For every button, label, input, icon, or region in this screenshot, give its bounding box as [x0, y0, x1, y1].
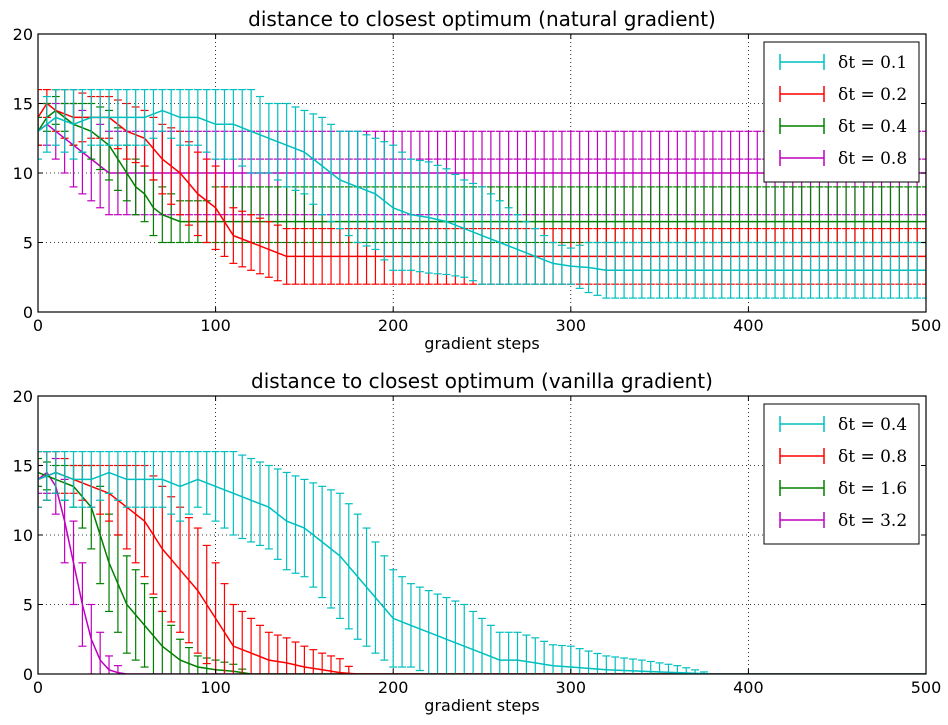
x-tick-label: 300 [556, 678, 587, 697]
y-tick-label: 20 [13, 25, 33, 44]
legend-label: δt = 0.8 [838, 149, 907, 169]
chart-title: distance to closest optimum (vanilla gra… [251, 369, 713, 393]
x-tick-label: 500 [911, 678, 942, 697]
y-tick-label: 15 [13, 457, 33, 476]
legend-label: δt = 0.2 [838, 85, 907, 105]
x-tick-label: 0 [33, 678, 43, 697]
series-group [38, 88, 926, 299]
series-line-red [38, 471, 926, 674]
series-line-green [38, 471, 926, 674]
y-tick-label: 10 [13, 164, 33, 183]
x-tick-label: 100 [200, 678, 231, 697]
y-tick-label: 15 [13, 95, 33, 114]
y-tick-label: 5 [23, 234, 33, 253]
series-line-cyan [38, 109, 926, 272]
series-line-red [38, 102, 926, 258]
legend-label: δt = 0.8 [838, 447, 907, 467]
vanilla-gradient-panel: 0 100 200 300 400 500 0 5 10 15 20 distance to clos… [13, 369, 942, 715]
x-tick-label: 500 [911, 316, 942, 335]
y-tick-label: 0 [23, 665, 33, 684]
series-line-magenta [38, 471, 926, 674]
legend-label: δt = 0.4 [838, 117, 907, 137]
natural-gradient-panel: 0 100 200 300 400 500 0 5 10 15 20 distance to clos… [13, 7, 942, 353]
x-tick-label: 0 [33, 316, 43, 335]
y-tick-label: 10 [13, 526, 33, 545]
x-axis-label: gradient steps [424, 696, 539, 715]
legend-label: δt = 1.6 [838, 479, 907, 499]
series-group [38, 451, 926, 674]
x-tick-label: 400 [733, 678, 764, 697]
chart-title: distance to closest optimum (natural gra… [248, 7, 716, 31]
legend-label: δt = 0.1 [838, 53, 907, 73]
x-tick-label: 100 [200, 316, 231, 335]
x-tick-label: 200 [378, 316, 409, 335]
x-axis-label: gradient steps [424, 334, 539, 353]
y-tick-label: 0 [23, 303, 33, 322]
series-line-cyan [38, 471, 926, 674]
x-tick-label: 300 [556, 316, 587, 335]
x-tick-label: 400 [733, 316, 764, 335]
y-tick-label: 5 [23, 596, 33, 615]
legend-label: δt = 0.4 [838, 415, 907, 435]
y-tick-label: 20 [13, 387, 33, 406]
x-tick-label: 200 [378, 678, 409, 697]
legend-label: δt = 3.2 [838, 511, 907, 531]
series-line-green [38, 109, 926, 223]
